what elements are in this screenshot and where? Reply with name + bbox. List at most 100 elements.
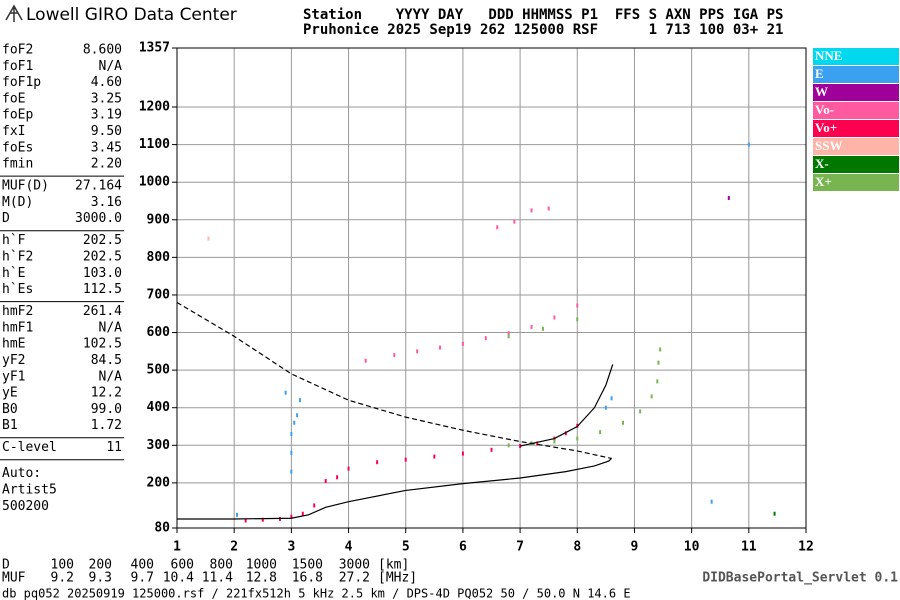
echo-point [393, 353, 396, 358]
x-tick-label: 6 [459, 540, 467, 555]
echo-point [290, 432, 293, 437]
echo-point [296, 413, 299, 418]
echo-point [773, 511, 776, 516]
legend-label: Vo+ [815, 120, 837, 135]
echo-point [461, 341, 464, 346]
echo-point [298, 398, 301, 403]
echo-point [622, 420, 625, 425]
echo-point [657, 360, 660, 365]
header-line: Pruhonice 2025 Sep19 262 125000 RSF 1 71… [303, 22, 783, 38]
echo-point [599, 430, 602, 435]
d-label: D [2, 558, 10, 573]
param-name: hmE [2, 337, 25, 352]
param-name: MUF(D) [2, 179, 49, 194]
brand: Lowell GIRO Data Center [26, 5, 237, 25]
param-value: 1.72 [91, 418, 122, 433]
param-value: 261.4 [83, 304, 122, 319]
param-value: 99.0 [91, 402, 122, 417]
echo-point [461, 451, 464, 456]
param-value: 2.20 [91, 157, 122, 172]
echo-point [207, 236, 210, 241]
muf-value: 12.8 [246, 571, 277, 586]
echo-point [433, 454, 436, 459]
echo-point [536, 441, 539, 446]
x-tick-label: 9 [631, 540, 639, 555]
footer-file: db pq052 20250919 125000.rsf / 221fx512h… [2, 587, 631, 600]
echo-point [484, 336, 487, 341]
echo-point [576, 317, 579, 322]
echo-point [513, 219, 516, 224]
echo-point [507, 334, 510, 339]
echo-point [530, 208, 533, 213]
legend-swatch [813, 66, 899, 83]
param-name: yE [2, 386, 18, 401]
echo-point [236, 512, 239, 517]
x-tick-label: 4 [345, 540, 353, 555]
echo-point [710, 499, 713, 504]
legend-swatch [813, 48, 899, 65]
y-tick-label: 1100 [139, 137, 170, 152]
param-name: fxI [2, 124, 25, 139]
echo-point [404, 457, 407, 462]
d-value: 800 [210, 558, 233, 573]
param-name: h`E [2, 266, 25, 281]
param-name: B1 [2, 418, 18, 433]
param-name: foEp [2, 108, 33, 123]
y-tick-label: 600 [147, 325, 171, 340]
param-value: 112.5 [83, 282, 122, 297]
param-name: yF2 [2, 353, 25, 368]
echo-point [364, 358, 367, 363]
param-value: 8.600 [83, 43, 122, 58]
param-value: 9.50 [91, 124, 122, 139]
param-value: N/A [99, 59, 123, 74]
param-name: M(D) [2, 195, 33, 210]
echo-point [507, 443, 510, 448]
d-unit: [km] [378, 558, 409, 573]
echo-point [604, 405, 607, 410]
echo-point [301, 511, 304, 516]
curve [176, 301, 612, 460]
echo-point [293, 420, 296, 425]
echo-point [416, 349, 419, 354]
echo-point [496, 225, 499, 230]
param-name: h`F2 [2, 250, 33, 265]
echo-point [659, 347, 662, 352]
x-tick-label: 7 [516, 540, 524, 555]
echo-point [261, 517, 264, 522]
legend-label: W [815, 84, 828, 99]
param-name: h`Es [2, 282, 33, 297]
x-tick-label: 3 [287, 540, 295, 555]
param-name: yF1 [2, 369, 25, 384]
echo-point [553, 439, 556, 444]
echo-point [564, 431, 567, 436]
muf-value: 9.2 [51, 571, 74, 586]
legend-label: NNE [815, 48, 842, 63]
echo-point [290, 469, 293, 474]
echo-point [490, 447, 493, 452]
echo-point [656, 379, 659, 384]
param-value: 3.45 [91, 140, 122, 155]
x-tick-label: 10 [684, 540, 700, 555]
echo-point [278, 516, 281, 521]
y-tick-label: 1357 [139, 41, 170, 56]
echo-point [336, 475, 339, 480]
param-value: 3000.0 [75, 211, 122, 226]
echo-point [244, 518, 247, 523]
d-value: 200 [89, 558, 112, 573]
y-tick-label: 1200 [139, 100, 170, 115]
y-tick-label: 700 [147, 287, 171, 302]
curve [519, 364, 614, 447]
auto-text: 500200 [2, 499, 49, 514]
legend-label: Vo- [815, 102, 834, 117]
param-name: foEs [2, 140, 33, 155]
echo-point [376, 460, 379, 465]
header-line: Station YYYY DAY DDD HHMMSS P1 FFS S AXN… [303, 7, 783, 23]
legend-swatch [813, 138, 899, 155]
y-tick-label: 900 [147, 212, 171, 227]
param-value: 12.2 [91, 386, 122, 401]
legend-label: SSW [815, 138, 842, 153]
param-value: 102.5 [83, 337, 122, 352]
echo-point [650, 394, 653, 399]
auto-text: Artist5 [2, 483, 57, 498]
